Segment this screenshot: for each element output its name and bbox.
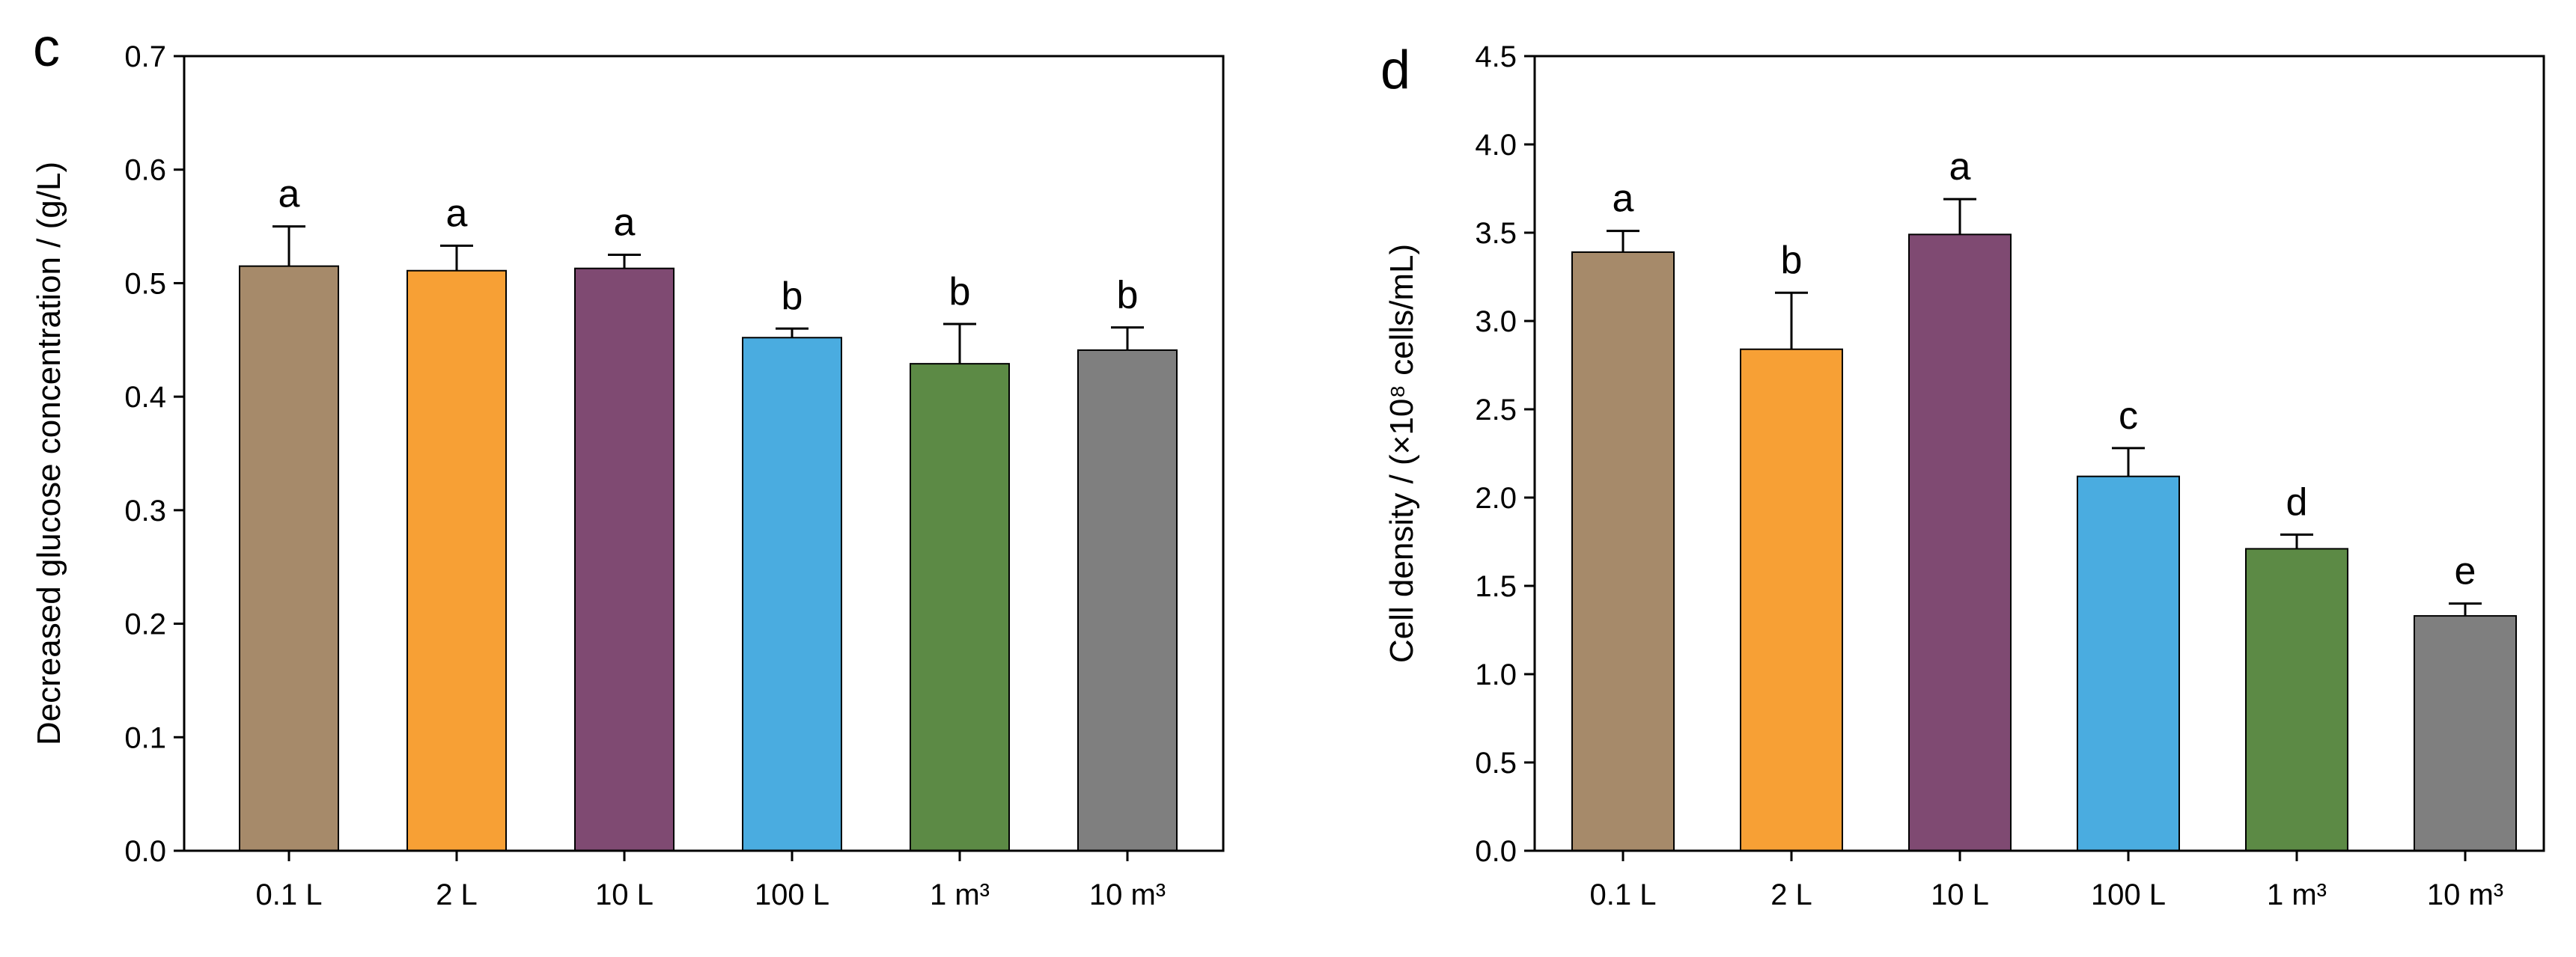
bar (239, 265, 339, 851)
significance-label: a (614, 201, 636, 245)
y-tick-label: 0.6 (124, 154, 166, 187)
bar (407, 269, 507, 851)
x-tick-label: 0.1 L (256, 878, 323, 911)
x-tick-label: 2 L (436, 878, 478, 911)
significance-label: a (278, 173, 300, 216)
y-tick-label: 0.7 (124, 40, 166, 73)
x-tick-label: 1 m³ (930, 878, 990, 911)
y-tick-label: 1.0 (1475, 658, 1517, 691)
x-tick-label: 10 L (1931, 878, 1989, 911)
chart-panel-c: a a a b b b 0.0 0.1 0.2 0.3 0.4 0.5 0.6 0.7 0.1 L 2 L 10… (31, 18, 1225, 911)
y-axis-label: Decreased glucose concentration / (g/L) (31, 162, 67, 745)
x-tick-label: 10 L (595, 878, 654, 911)
bar (1571, 251, 1675, 851)
significance-label: e (2455, 550, 2476, 593)
significance-label: b (949, 270, 971, 314)
bar (1077, 349, 1178, 851)
significance-label: a (446, 192, 468, 235)
y-tick-label: 4.0 (1475, 129, 1517, 162)
significance-label: a (1613, 177, 1634, 221)
x-tick-label: 10 m³ (2427, 878, 2503, 911)
significance-label: b (782, 275, 803, 318)
y-tick-label: 0.5 (124, 267, 166, 300)
bar (1740, 348, 1843, 851)
chart-panel-d: a b a c d e 0.0 0.5 1.0 1.5 2.0 2.5 3.0 3.5 4.0 4.5 0.1 … (1380, 40, 2545, 911)
y-tick-label: 0.4 (124, 381, 166, 414)
bar (2077, 475, 2180, 851)
y-axis-label: Cell density / (×10⁸ cells/mL) (1383, 244, 1420, 663)
significance-label: b (1117, 274, 1139, 317)
panel-letter: c (33, 18, 60, 78)
significance-label: d (2286, 481, 2308, 525)
x-tick-label: 2 L (1770, 878, 1812, 911)
bar (910, 363, 1010, 852)
bar (2245, 548, 2348, 851)
y-tick-label: 0.1 (124, 721, 166, 754)
x-tick-label: 10 m³ (1089, 878, 1166, 911)
y-tick-label: 0.0 (124, 835, 166, 868)
plot-frame (183, 55, 1225, 852)
x-tick-label: 100 L (2091, 878, 2166, 911)
significance-label: a (1949, 145, 1971, 189)
bar (1908, 233, 2012, 851)
y-tick-label: 2.0 (1475, 482, 1517, 515)
y-tick-label: 3.0 (1475, 305, 1517, 338)
bar (2414, 615, 2517, 851)
x-tick-label: 1 m³ (2267, 878, 2327, 911)
y-tick-label: 0.0 (1475, 835, 1517, 868)
y-tick-label: 4.5 (1475, 40, 1517, 73)
y-tick-label: 2.5 (1475, 394, 1517, 426)
y-tick-label: 3.5 (1475, 217, 1517, 250)
significance-label: b (1781, 239, 1803, 282)
x-tick-label: 100 L (755, 878, 829, 911)
y-tick-label: 0.2 (124, 608, 166, 641)
y-tick-label: 0.3 (124, 495, 166, 528)
x-tick-label: 0.1 L (1590, 878, 1657, 911)
panel-letter: d (1380, 40, 1410, 100)
bar (574, 267, 675, 852)
plot-frame (1533, 55, 2545, 852)
bar (742, 337, 842, 852)
significance-label: c (2119, 394, 2138, 438)
y-tick-label: 0.5 (1475, 747, 1517, 780)
y-tick-label: 1.5 (1475, 570, 1517, 603)
